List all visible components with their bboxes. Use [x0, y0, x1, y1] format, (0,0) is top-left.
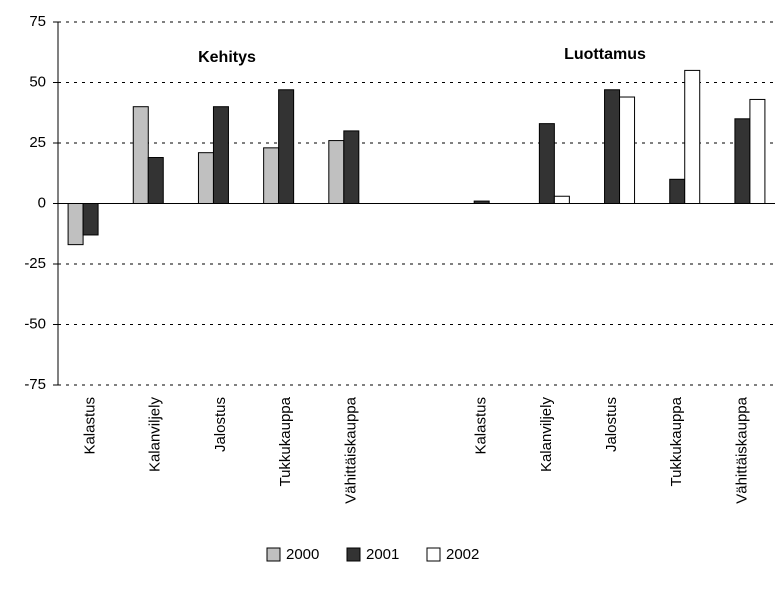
x-tick-label: Tukkukauppa: [668, 396, 685, 486]
bar: [604, 89, 621, 204]
bar: [67, 203, 84, 246]
legend-swatch: [346, 547, 361, 562]
annotation: Kehitys: [198, 49, 256, 66]
x-tick-label: Vähittäiskauppa: [342, 396, 359, 503]
x-tick-label: Jalostus: [603, 397, 620, 452]
x-tick-label: Kalastus: [473, 397, 490, 455]
x-tick-label: Vähittäiskauppa: [733, 396, 750, 503]
y-tick-label: 50: [29, 73, 46, 90]
x-tick-label: Tukkukauppa: [277, 396, 294, 486]
y-tick-label: -50: [24, 315, 46, 332]
bar: [82, 203, 99, 236]
x-tick-label: Kalanviljely: [538, 397, 555, 473]
legend-label: 2000: [286, 546, 319, 563]
bar: [343, 130, 360, 204]
bar: [538, 123, 555, 204]
bar: [197, 152, 214, 204]
bar: [328, 140, 345, 204]
bar: [749, 98, 766, 204]
annotation: Luottamus: [564, 46, 646, 63]
legend-swatch: [426, 547, 441, 562]
bar: [473, 200, 490, 205]
bar: [147, 157, 164, 205]
y-tick-label: -75: [24, 376, 46, 393]
bar: [132, 106, 149, 204]
bar: [212, 106, 229, 204]
bar: [619, 96, 636, 204]
x-tick-label: Kalastus: [82, 397, 99, 455]
legend-swatch: [266, 547, 281, 562]
bar: [278, 89, 295, 204]
y-tick-label: 0: [38, 194, 46, 211]
bar: [684, 69, 701, 205]
y-tick-label: 25: [29, 134, 46, 151]
bar: [734, 118, 751, 204]
bar: [669, 178, 686, 205]
y-tick-label: 75: [29, 13, 46, 30]
x-tick-label: Jalostus: [212, 397, 229, 452]
legend-label: 2001: [366, 546, 399, 563]
legend-label: 2002: [446, 546, 479, 563]
bar: [553, 195, 570, 205]
bar: [263, 147, 280, 204]
y-tick-label: -25: [24, 255, 46, 272]
x-tick-label: Kalanviljely: [147, 397, 164, 473]
